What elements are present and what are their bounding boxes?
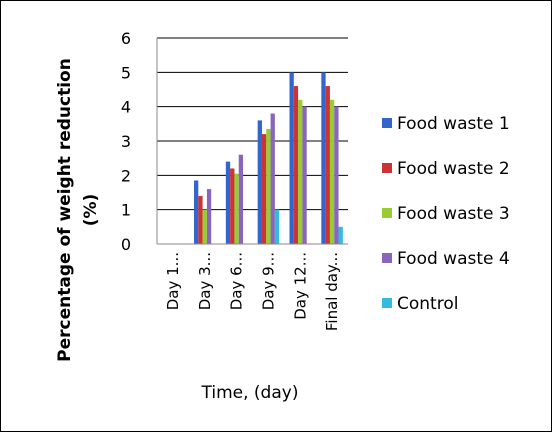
y-tick-labels: 0 1 2 3 4 5 6 (121, 29, 131, 254)
legend-label: Food waste 2 (397, 159, 510, 179)
x-tick-label: Day 3... (196, 252, 214, 310)
bar (274, 209, 280, 244)
y-axis-label-line1: Percentage of weight reduction (55, 58, 75, 362)
legend-label: Food waste 4 (397, 249, 510, 269)
bar (266, 128, 271, 244)
y-tick-label: 3 (121, 132, 131, 151)
y-tick-label: 4 (121, 98, 131, 117)
bar (334, 106, 339, 245)
bar (321, 72, 326, 244)
x-tick-label: Day 9... (259, 252, 277, 310)
bar (194, 180, 199, 244)
bar (206, 189, 212, 244)
bar (257, 120, 262, 244)
x-tick-label: Day 12... (291, 252, 309, 320)
legend-label: Food waste 3 (397, 204, 510, 224)
x-tick-labels: Day 1... Day 3... Day 6... Day 9... Day 12..… (164, 252, 341, 331)
x-tick-label: Day 1... (164, 252, 182, 310)
axes (156, 38, 348, 245)
x-axis-label: Time, (day) (201, 383, 299, 403)
bar (289, 72, 294, 244)
y-tick-label: 0 (121, 235, 131, 254)
bar (198, 195, 203, 244)
bar (338, 226, 343, 244)
legend-swatch (382, 118, 392, 128)
y-tick-label: 1 (121, 201, 131, 220)
legend-swatch (382, 208, 392, 218)
bar (329, 99, 335, 244)
bar (225, 161, 231, 244)
bar (202, 209, 207, 244)
legend-label: Control (397, 294, 458, 314)
y-tick-label: 5 (121, 63, 131, 82)
x-tick-label: Final day... (323, 252, 341, 331)
bar (234, 173, 239, 244)
gridlines (157, 37, 348, 211)
legend-swatch (382, 253, 392, 263)
legend-label: Food waste 1 (397, 114, 510, 134)
legend: Food waste 1 Food waste 2 Food waste 3 Food… (382, 114, 510, 314)
bar (302, 106, 307, 245)
bars (194, 72, 343, 245)
bar (230, 168, 235, 244)
x-tick-label: Day 6... (228, 252, 246, 310)
y-tick-label: 2 (121, 166, 131, 185)
bar (261, 134, 267, 244)
bar (298, 99, 303, 244)
y-axis-label-line2: (%) (81, 194, 101, 227)
legend-swatch (382, 298, 392, 308)
bar (325, 86, 330, 244)
bar (293, 86, 299, 244)
bar (270, 113, 275, 245)
y-tick-label: 6 (121, 29, 131, 48)
legend-swatch (382, 163, 392, 173)
bar (238, 154, 244, 244)
